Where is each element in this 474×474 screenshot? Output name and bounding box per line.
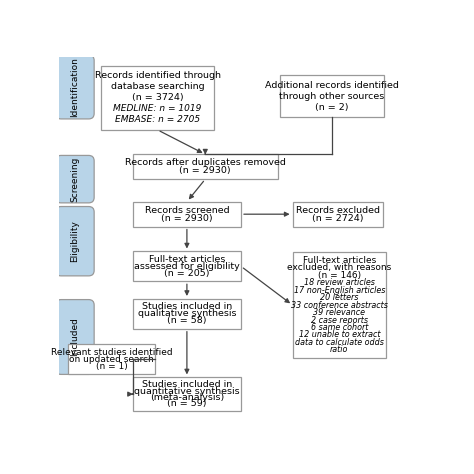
FancyBboxPatch shape xyxy=(101,66,213,130)
Text: (n = 3724): (n = 3724) xyxy=(132,93,183,102)
Text: through other sources: through other sources xyxy=(279,91,384,100)
FancyBboxPatch shape xyxy=(133,155,278,179)
Text: 6 same cohort: 6 same cohort xyxy=(310,323,368,332)
Text: 2 case reports: 2 case reports xyxy=(311,316,368,325)
Text: ratio: ratio xyxy=(330,346,348,355)
Text: qualitative synthesis: qualitative synthesis xyxy=(137,310,236,319)
Text: Eligibility: Eligibility xyxy=(70,220,79,262)
Text: (n = 2724): (n = 2724) xyxy=(312,214,363,223)
Text: Records identified through: Records identified through xyxy=(94,72,220,81)
FancyBboxPatch shape xyxy=(133,251,241,282)
Text: (n = 2): (n = 2) xyxy=(315,103,349,112)
Text: Full-text articles: Full-text articles xyxy=(303,256,376,265)
Text: Additional records identified: Additional records identified xyxy=(265,81,399,90)
FancyBboxPatch shape xyxy=(68,345,155,374)
Text: EMBASE: n = 2705: EMBASE: n = 2705 xyxy=(115,116,200,125)
Text: (n = 146): (n = 146) xyxy=(318,271,361,280)
Text: Screening: Screening xyxy=(70,156,79,202)
Text: (n = 2930): (n = 2930) xyxy=(180,166,231,175)
Text: 39 relevance: 39 relevance xyxy=(313,308,365,317)
Text: assessed for eligibility: assessed for eligibility xyxy=(134,262,240,271)
Text: (n = 59): (n = 59) xyxy=(167,399,207,408)
Text: 17 non-English articles: 17 non-English articles xyxy=(294,286,385,295)
Text: Identification: Identification xyxy=(70,57,79,117)
Text: MEDLINE: n = 1019: MEDLINE: n = 1019 xyxy=(113,104,202,113)
FancyBboxPatch shape xyxy=(133,377,241,411)
FancyBboxPatch shape xyxy=(133,202,241,227)
FancyBboxPatch shape xyxy=(133,299,241,329)
Text: 18 review articles: 18 review articles xyxy=(304,278,375,287)
FancyBboxPatch shape xyxy=(55,155,94,203)
FancyBboxPatch shape xyxy=(292,252,386,358)
Text: (n = 58): (n = 58) xyxy=(167,316,207,325)
Text: quantitative synthesis: quantitative synthesis xyxy=(134,386,240,395)
Text: (n = 1): (n = 1) xyxy=(96,362,128,371)
Text: 20 letters: 20 letters xyxy=(320,293,358,302)
Text: Records after duplicates removed: Records after duplicates removed xyxy=(125,158,286,167)
Text: 33 conference abstracts: 33 conference abstracts xyxy=(291,301,388,310)
Text: Records excluded: Records excluded xyxy=(295,206,380,215)
Text: Studies included in: Studies included in xyxy=(142,302,232,311)
Text: Relevant studies identified: Relevant studies identified xyxy=(51,348,173,357)
Text: (n = 205): (n = 205) xyxy=(164,269,210,278)
FancyBboxPatch shape xyxy=(55,207,94,276)
Text: Records screened: Records screened xyxy=(145,206,229,215)
Text: (n = 2930): (n = 2930) xyxy=(161,214,213,223)
Text: excluded, with reasons: excluded, with reasons xyxy=(287,263,392,272)
Text: (meta-analysis): (meta-analysis) xyxy=(150,393,224,402)
Text: 12 unable to extract: 12 unable to extract xyxy=(299,330,380,339)
Text: database searching: database searching xyxy=(111,82,204,91)
FancyBboxPatch shape xyxy=(280,75,384,117)
FancyBboxPatch shape xyxy=(55,55,94,119)
Text: Full-text articles: Full-text articles xyxy=(149,255,225,264)
Text: on updated search: on updated search xyxy=(69,355,154,364)
FancyBboxPatch shape xyxy=(55,300,94,374)
Text: Included: Included xyxy=(70,318,79,356)
Text: data to calculate odds: data to calculate odds xyxy=(295,338,384,347)
Text: Studies included in: Studies included in xyxy=(142,380,232,389)
FancyBboxPatch shape xyxy=(292,202,383,227)
